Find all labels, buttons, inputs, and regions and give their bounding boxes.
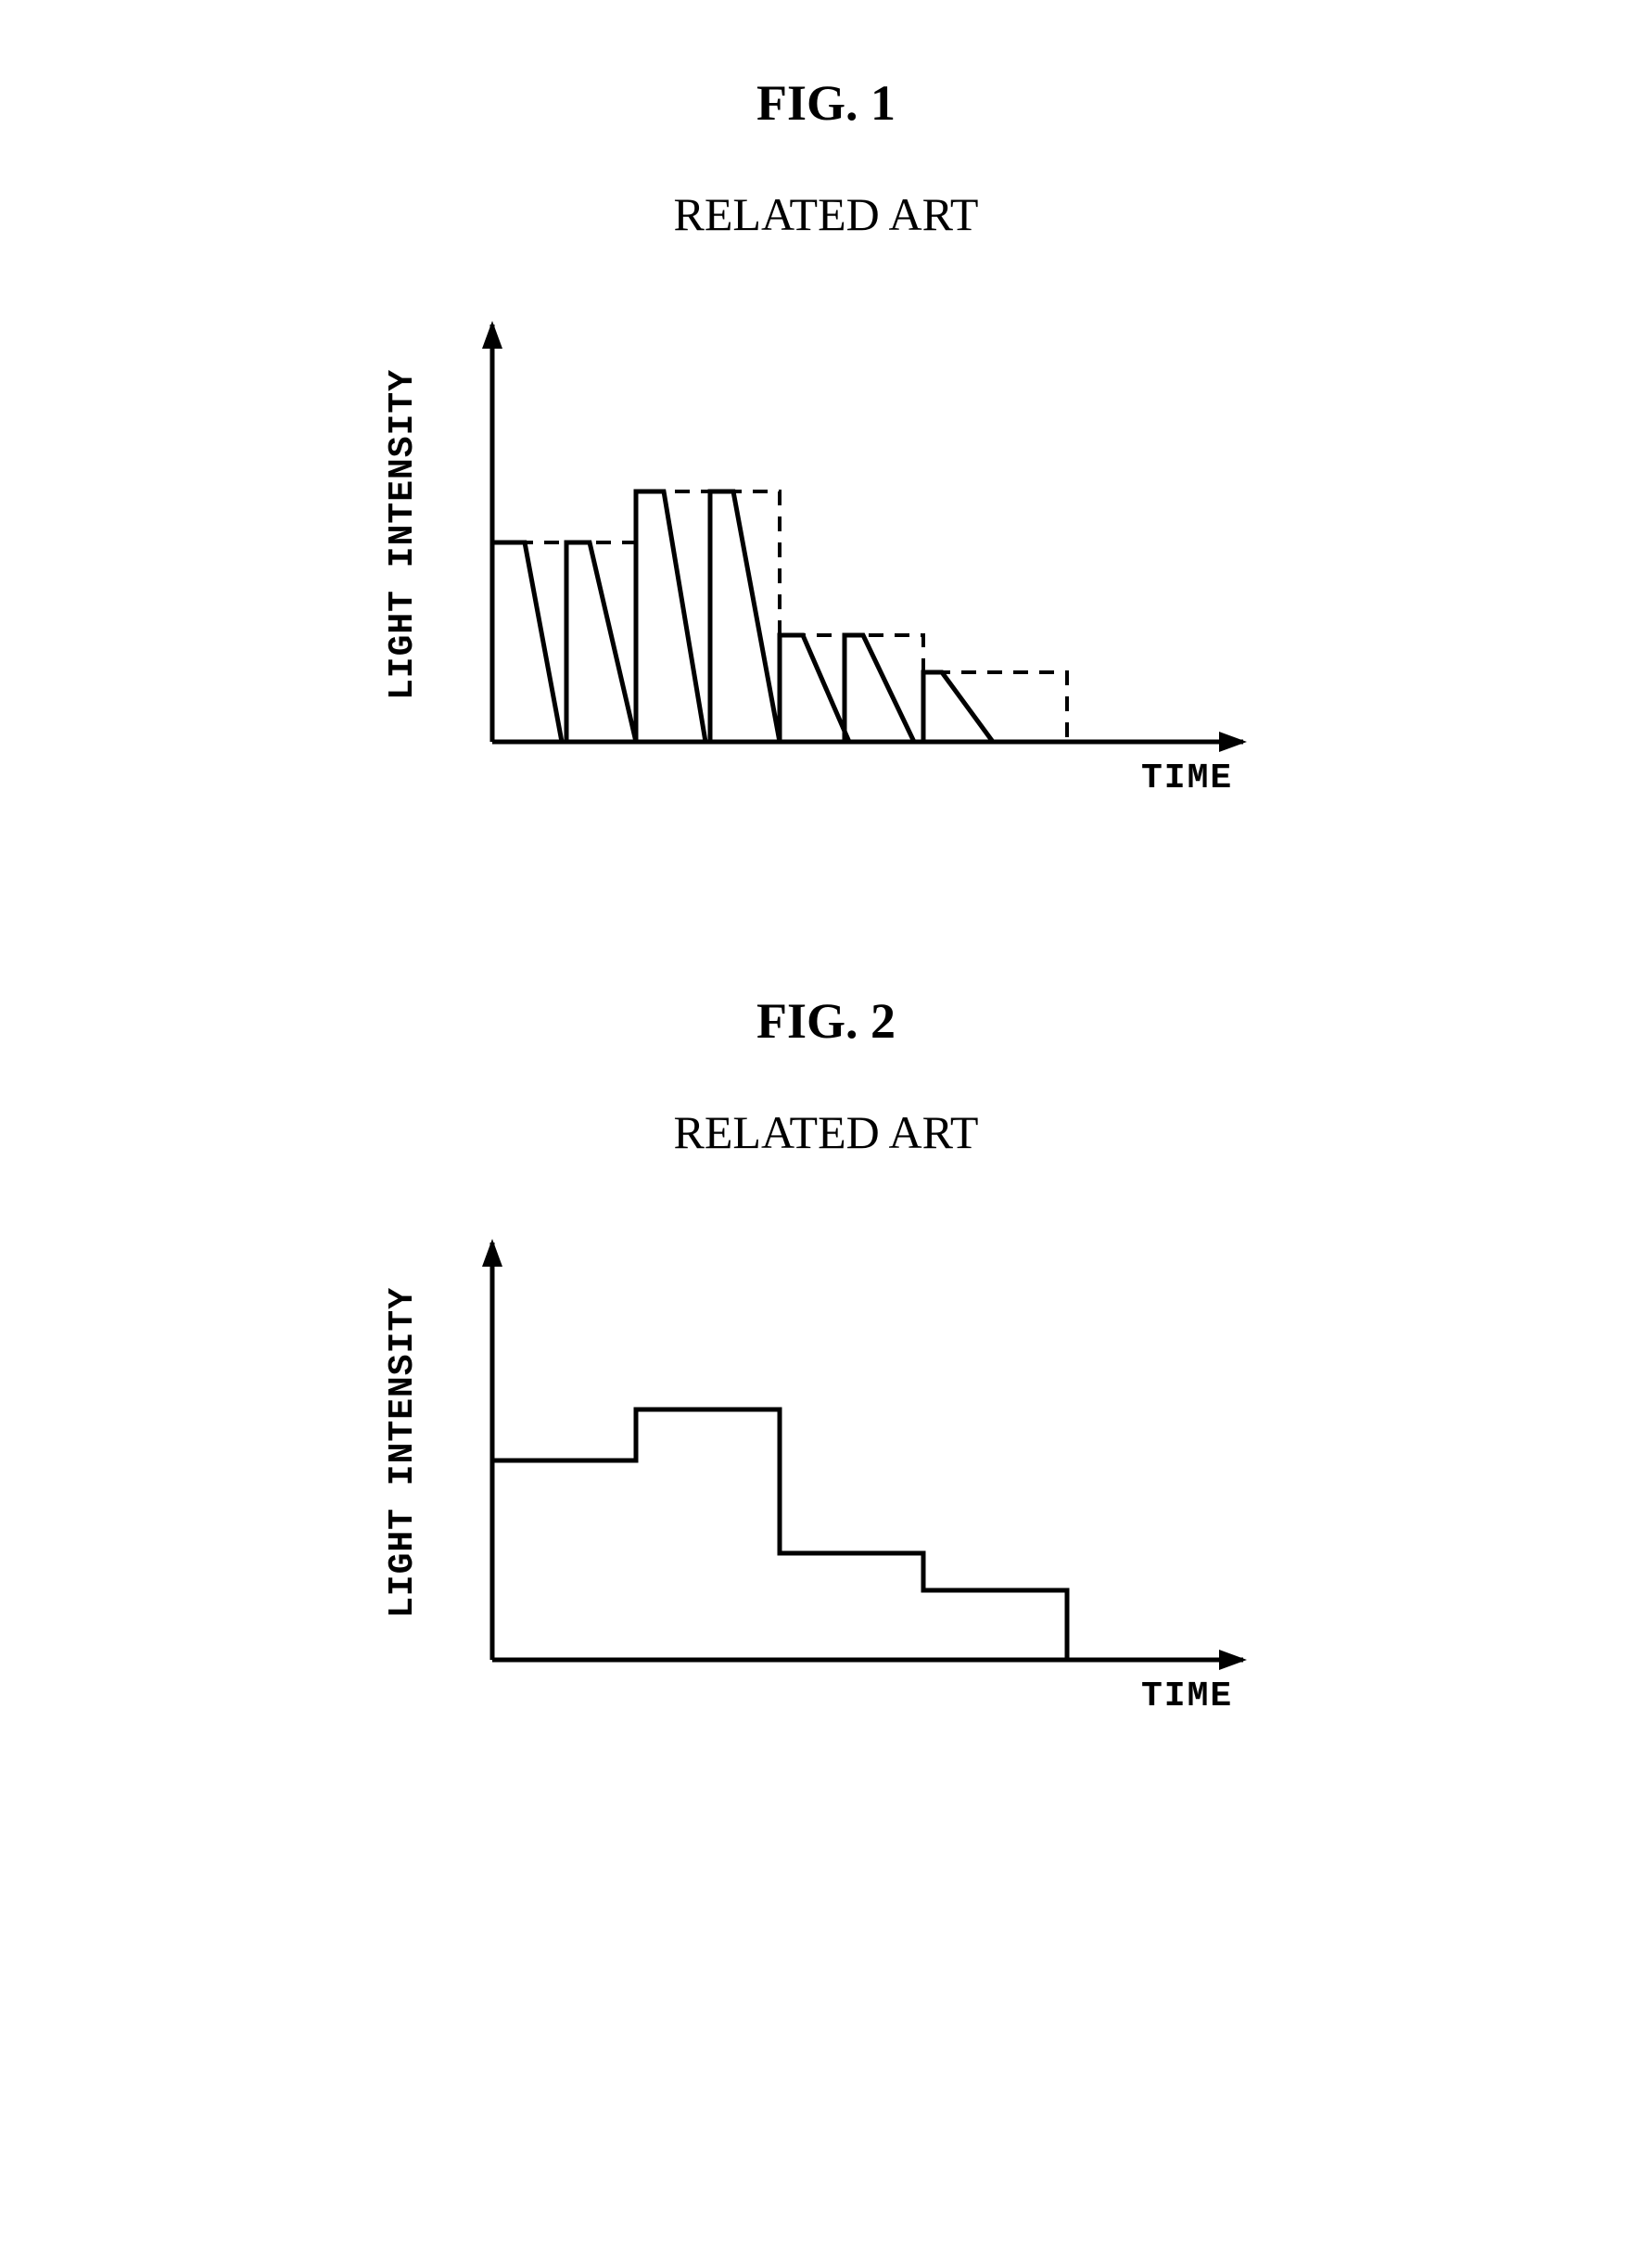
figure-1-subtitle: RELATED ART	[674, 187, 979, 241]
figure-1-y-axis-label: LIGHT INTENSITY	[383, 369, 423, 700]
figure-2-subtitle: RELATED ART	[674, 1105, 979, 1159]
figure-1-plot-svg	[400, 306, 1252, 807]
figure-1: FIG. 1 RELATED ART LIGHT INTENSITY TIME	[0, 74, 1652, 807]
figure-2-x-axis-label: TIME	[1141, 1677, 1233, 1716]
figure-2-y-axis-label: LIGHT INTENSITY	[383, 1287, 423, 1618]
figure-2-plot-svg	[400, 1224, 1252, 1725]
figure-2-chart: LIGHT INTENSITY TIME	[400, 1224, 1252, 1725]
figure-1-x-axis-label: TIME	[1141, 759, 1233, 798]
figure-2-title: FIG. 2	[756, 992, 896, 1050]
figure-1-title: FIG. 1	[756, 74, 896, 132]
figure-2: FIG. 2 RELATED ART LIGHT INTENSITY TIME	[0, 992, 1652, 1725]
figure-1-chart: LIGHT INTENSITY TIME	[400, 306, 1252, 807]
